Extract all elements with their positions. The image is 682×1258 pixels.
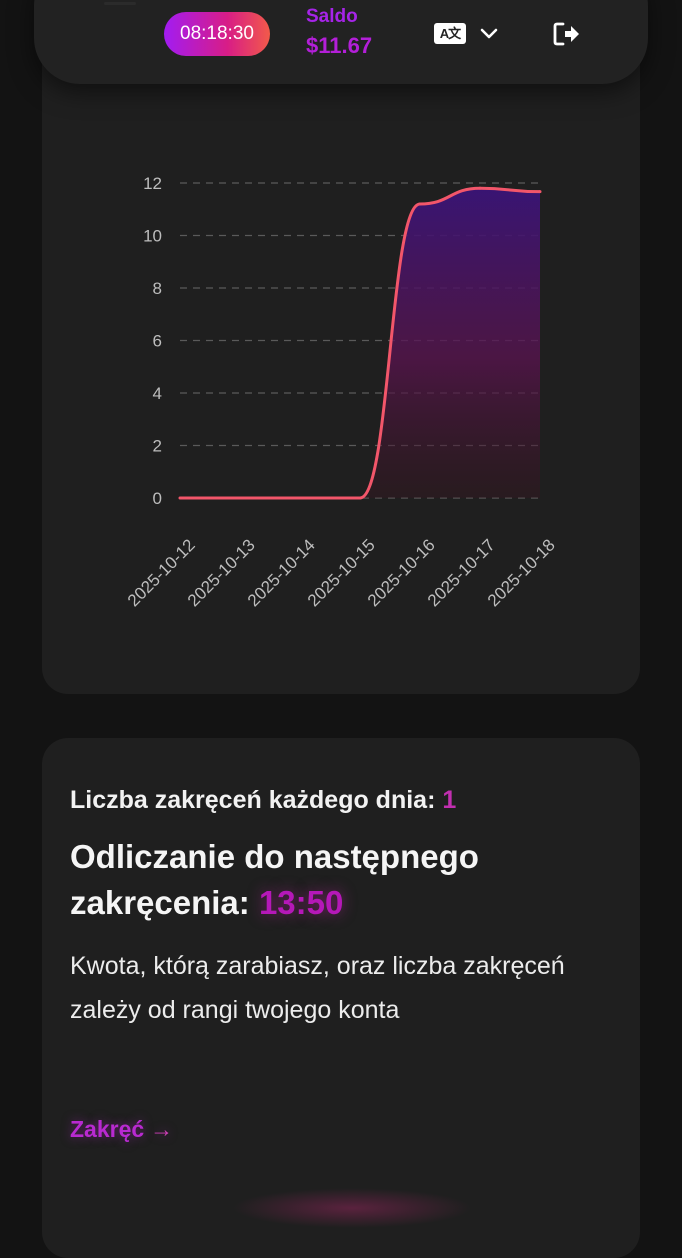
- y-tick-label: 6: [153, 332, 162, 351]
- chevron-down-icon[interactable]: [479, 26, 499, 42]
- y-tick-label: 8: [153, 279, 162, 298]
- data-point: [358, 496, 362, 500]
- series-area: [180, 188, 540, 498]
- arrow-right-icon: →: [150, 1116, 174, 1142]
- series-line: [180, 186, 541, 500]
- session-timer: 08:18:30: [164, 12, 270, 56]
- balance-value: $11.67: [306, 33, 373, 58]
- rank-description: Kwota, którą zarabiasz, oraz liczba zakr…: [70, 952, 565, 1024]
- daily-spins-value: 1: [442, 786, 457, 814]
- y-tick-label: 0: [153, 489, 162, 508]
- data-point: [478, 186, 482, 190]
- top-bar: 08:18:30 Saldo $11.67 A文: [34, 0, 648, 84]
- y-tick-label: 12: [143, 174, 162, 193]
- language-icon[interactable]: A文: [434, 23, 466, 44]
- data-point: [238, 496, 242, 500]
- spin-info-card: Liczba zakręceń każdego dnia: 1 Odliczan…: [42, 738, 640, 1258]
- menu-icon[interactable]: [104, 0, 136, 6]
- balance-label: Saldo: [306, 6, 358, 27]
- y-tick-label: 4: [153, 384, 162, 403]
- data-point: [298, 496, 302, 500]
- spin-button-label: Zakręć: [70, 1116, 145, 1142]
- bottom-glow: [232, 1188, 472, 1228]
- daily-spins-label: Liczba zakręceń każdego dnia:: [70, 786, 436, 814]
- spin-button[interactable]: Zakręć →: [70, 1116, 173, 1143]
- y-tick-label: 10: [143, 227, 162, 246]
- next-spin-countdown: Odliczanie do następnego zakręcenia: 13:…: [70, 834, 610, 926]
- chart-card: 0 2 4 6 8 10 12 2025-10-12 2025-10-13 2025-10-14…: [42, 0, 640, 694]
- data-point: [418, 202, 422, 206]
- data-point: [538, 190, 542, 194]
- daily-spins: Liczba zakręceń każdego dnia: 1: [70, 786, 456, 815]
- logout-icon[interactable]: [553, 21, 581, 47]
- countdown-value: 13:50: [258, 884, 344, 921]
- y-tick-label: 2: [153, 437, 162, 456]
- countdown-label: Odliczanie do następnego zakręcenia:: [70, 838, 479, 921]
- data-point: [178, 496, 182, 500]
